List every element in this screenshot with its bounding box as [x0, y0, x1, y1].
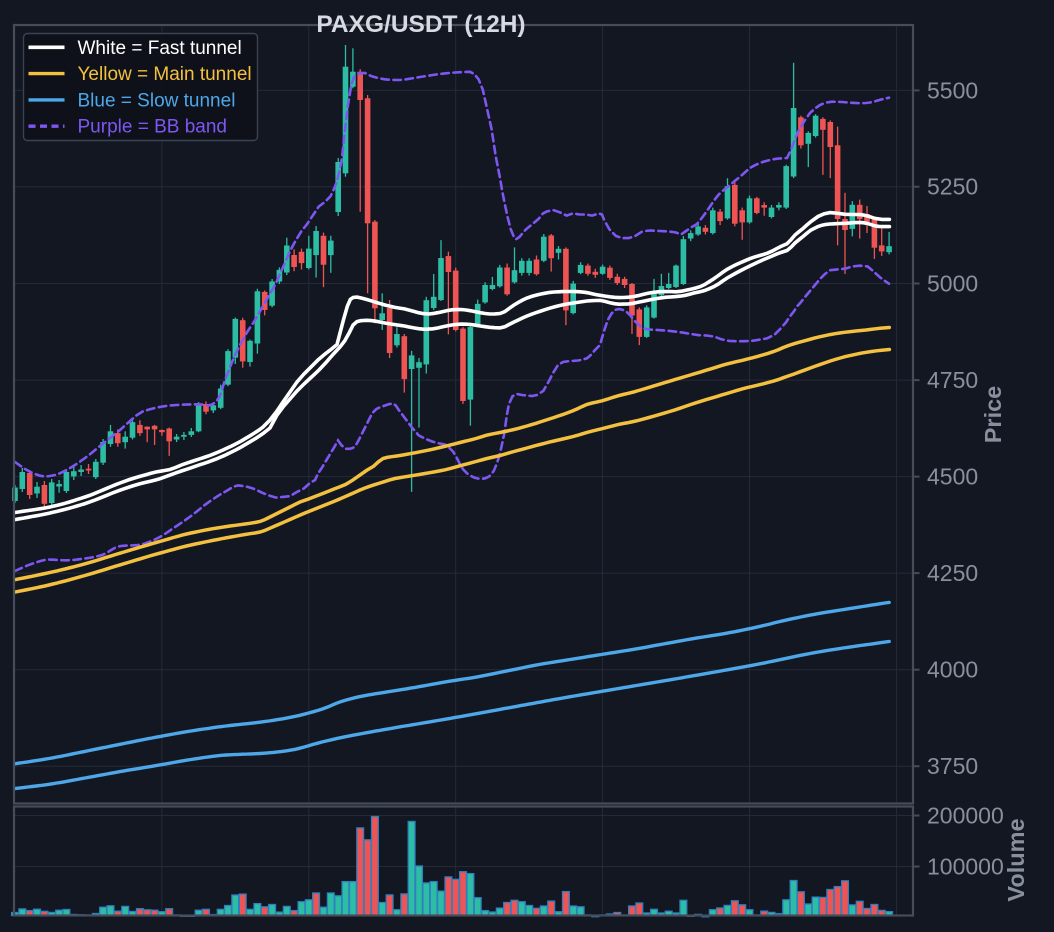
svg-text:3750: 3750	[927, 753, 978, 779]
svg-text:Volume: Volume	[1003, 818, 1029, 901]
svg-text:Blue = Slow tunnel: Blue = Slow tunnel	[78, 90, 236, 111]
svg-text:PAXG/USDT (12H): PAXG/USDT (12H)	[316, 11, 525, 38]
svg-text:5500: 5500	[927, 77, 978, 103]
svg-text:Price: Price	[980, 386, 1006, 444]
svg-text:4500: 4500	[927, 464, 978, 490]
svg-text:Purple = BB band: Purple = BB band	[78, 117, 227, 138]
svg-text:4000: 4000	[927, 657, 978, 683]
svg-text:200000: 200000	[927, 803, 1004, 829]
svg-text:4750: 4750	[927, 367, 978, 393]
svg-text:5250: 5250	[927, 174, 978, 200]
svg-text:White = Fast tunnel: White = Fast tunnel	[78, 38, 242, 59]
svg-text:Yellow = Main tunnel: Yellow = Main tunnel	[78, 64, 252, 85]
svg-text:100000: 100000	[927, 854, 1004, 880]
svg-text:5000: 5000	[927, 271, 978, 297]
svg-text:4250: 4250	[927, 560, 978, 586]
